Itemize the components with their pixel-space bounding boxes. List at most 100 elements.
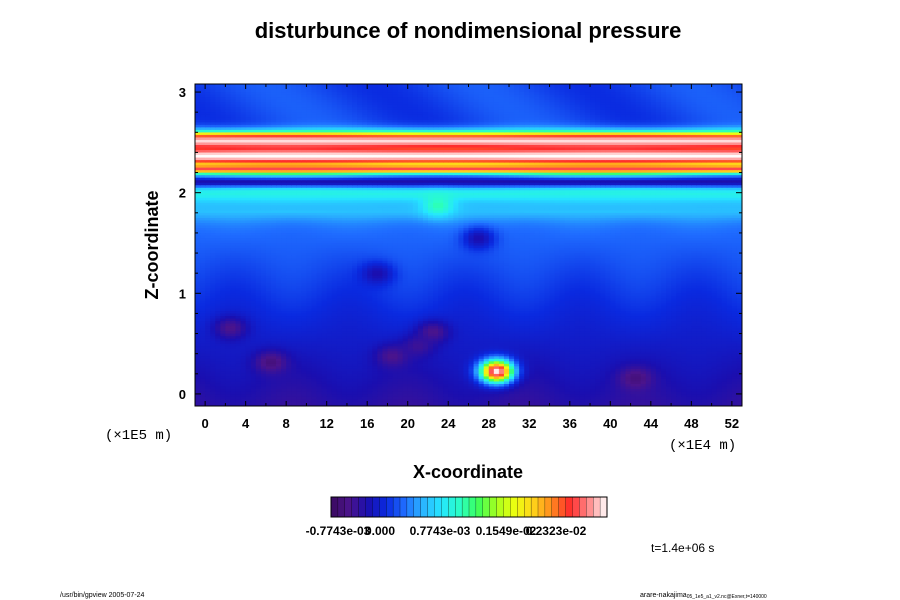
- heatmap-cell: [468, 290, 475, 294]
- heatmap-cell: [590, 302, 596, 306]
- heatmap-cell: [407, 345, 414, 349]
- heatmap-cell: [392, 393, 399, 397]
- heatmap-cell: [671, 375, 677, 379]
- heatmap-cell: [225, 383, 232, 387]
- heatmap-cell: [260, 340, 267, 344]
- heatmap-cell: [579, 355, 586, 359]
- heatmap-cell: [539, 393, 546, 397]
- heatmap-cell: [706, 403, 713, 406]
- heatmap-cell: [382, 390, 389, 395]
- heatmap-cell: [630, 322, 637, 327]
- heatmap-cell: [676, 403, 682, 406]
- heatmap-cell: [463, 302, 470, 306]
- heatmap-cell: [326, 335, 333, 339]
- heatmap-cell: [630, 305, 637, 309]
- heatmap-cell: [549, 343, 556, 347]
- heatmap-cell: [438, 390, 444, 395]
- heatmap-cell: [341, 338, 348, 342]
- heatmap-cell: [392, 370, 399, 374]
- heatmap-cell: [716, 380, 723, 384]
- heatmap-cell: [225, 345, 232, 349]
- heatmap-cell: [625, 368, 632, 372]
- heatmap-cell: [311, 395, 318, 400]
- heatmap-cell: [615, 315, 622, 319]
- heatmap-cell: [711, 375, 718, 379]
- heatmap-cell: [250, 295, 257, 299]
- heatmap-cell: [655, 328, 662, 332]
- heatmap-cell: [559, 333, 566, 337]
- heatmap-cell: [620, 307, 627, 312]
- heatmap-cell: [417, 320, 424, 324]
- heatmap-cell: [534, 300, 540, 304]
- heatmap-cell: [443, 345, 449, 349]
- heatmap-cell: [691, 312, 698, 317]
- heatmap-cell: [296, 400, 302, 405]
- heatmap-cell: [544, 370, 551, 374]
- heatmap-cell: [291, 360, 297, 364]
- heatmap-cell: [331, 355, 338, 359]
- heatmap-cell: [336, 312, 343, 317]
- heatmap-cell: [595, 363, 601, 367]
- heatmap-cell: [316, 320, 323, 324]
- heatmap-cell: [514, 378, 520, 382]
- heatmap-cell: [250, 305, 257, 309]
- heatmap-cell: [438, 353, 444, 357]
- heatmap-cell: [534, 385, 540, 389]
- heatmap-cell: [240, 302, 247, 306]
- heatmap-cell: [731, 295, 738, 299]
- heatmap-cell: [417, 335, 424, 339]
- heatmap-cell: [509, 403, 515, 406]
- heatmap-cell: [230, 302, 237, 306]
- heatmap-cell: [539, 295, 546, 299]
- heatmap-cell: [336, 395, 343, 400]
- heatmap-cell: [630, 310, 637, 314]
- heatmap-cell: [655, 350, 662, 354]
- heatmap-cell: [270, 295, 277, 299]
- heatmap-cell: [721, 325, 728, 329]
- heatmap-cell: [696, 320, 703, 324]
- heatmap-cell: [453, 320, 459, 324]
- heatmap-cell: [726, 383, 733, 387]
- heatmap-cell: [625, 305, 632, 309]
- heatmap-cell: [706, 370, 713, 374]
- heatmap-cell: [509, 375, 515, 379]
- heatmap-cell: [281, 393, 287, 397]
- heatmap-cell: [524, 305, 530, 309]
- heatmap-cell: [316, 383, 323, 387]
- heatmap-cell: [650, 370, 657, 374]
- heatmap-cell: [681, 365, 687, 369]
- heatmap-cell: [706, 325, 713, 329]
- heatmap-cell: [270, 328, 277, 332]
- heatmap-cell: [721, 398, 728, 402]
- heatmap-cell: [362, 363, 368, 367]
- heatmap-cell: [260, 395, 267, 400]
- heatmap-cell: [493, 305, 500, 309]
- heatmap-cell: [676, 333, 682, 337]
- heatmap-cell: [564, 400, 571, 405]
- heatmap-cell: [514, 315, 520, 319]
- heatmap-cell: [200, 307, 206, 312]
- heatmap-cell: [341, 395, 348, 400]
- heatmap-cell: [250, 333, 257, 337]
- heatmap-cell: [721, 385, 728, 389]
- heatmap-cell: [255, 368, 262, 372]
- heatmap-cell: [316, 360, 323, 364]
- heatmap-cell: [458, 300, 465, 304]
- heatmap-cell: [443, 365, 449, 369]
- heatmap-cell: [519, 295, 525, 299]
- heatmap-cell: [346, 398, 353, 402]
- heatmap-cell: [336, 353, 343, 357]
- heatmap-cell: [493, 385, 500, 389]
- heatmap-cell: [671, 315, 677, 319]
- heatmap-cell: [620, 302, 627, 306]
- heatmap-cell: [524, 297, 530, 301]
- heatmap-cell: [681, 360, 687, 364]
- heatmap-cell: [245, 365, 252, 369]
- heatmap-cell: [392, 302, 399, 306]
- heatmap-cell: [554, 390, 561, 395]
- heatmap-cell: [286, 330, 292, 334]
- heatmap-cell: [635, 317, 642, 322]
- heatmap-cell: [660, 340, 667, 344]
- heatmap-cell: [453, 290, 459, 294]
